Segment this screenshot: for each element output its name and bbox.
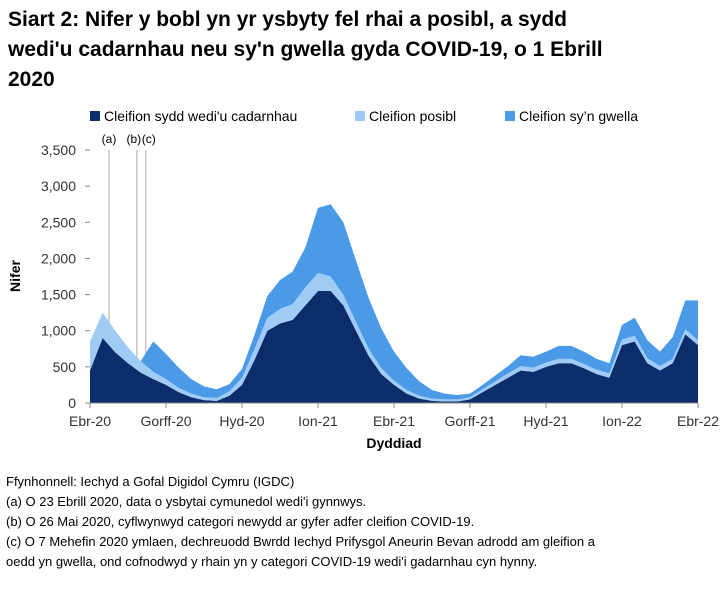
chart-title: wedi'u cadarnhau neu sy'n gwella gyda CO… [7, 38, 603, 61]
y-tick-label: 500 [53, 359, 77, 375]
x-tick-label: Gorff-20 [140, 413, 191, 429]
annotation: (b) [127, 132, 142, 146]
legend-swatch [505, 111, 515, 121]
x-tick-label: Ebr-21 [373, 413, 415, 429]
x-tick-label: Gorff-21 [444, 413, 495, 429]
footnote: Ffynhonnell: Iechyd a Gofal Digidol Cymr… [6, 474, 294, 489]
x-tick-label: Ion-22 [602, 413, 642, 429]
x-tick-label: Hyd-20 [219, 413, 264, 429]
annotation: (c) [142, 132, 156, 146]
x-tick-label: Ion-21 [298, 413, 338, 429]
y-axis-label: Nifer [7, 260, 23, 292]
x-axis-label: Dyddiad [366, 435, 421, 451]
y-tick-label: 2,500 [41, 214, 76, 230]
area [90, 290, 698, 403]
x-tick-label: Hyd-21 [523, 413, 568, 429]
legend-swatch [355, 111, 365, 121]
annotation: (a) [102, 132, 117, 146]
legend-label: Cleifion sy’n gwella [519, 108, 638, 124]
area [90, 204, 698, 400]
y-tick-label: 3,000 [41, 178, 76, 194]
y-tick-label: 1,000 [41, 323, 76, 339]
y-tick-label: 1,500 [41, 287, 76, 303]
legend-label: Cleifion posibl [369, 108, 456, 124]
chart-title: 2020 [8, 68, 55, 91]
legend-label: Cleifion sydd wedi'u cadarnhau [104, 108, 297, 124]
footnote: (a) O 23 Ebrill 2020, data o ysbytai cym… [6, 494, 366, 509]
legend-swatch [90, 111, 100, 121]
footnote: (b) O 26 Mai 2020, cyflwynwyd categori n… [6, 514, 474, 529]
footnote: oedd yn gwella, ond cofnodwyd y rhain yn… [6, 554, 537, 569]
x-tick-label: Ebr-20 [69, 413, 111, 429]
y-tick-label: 2,000 [41, 250, 76, 266]
y-tick-label: 0 [68, 395, 76, 411]
chart-title: Siart 2: Nifer y bobl yn yr ysbyty fel r… [8, 8, 567, 31]
footnote: (c) O 7 Mehefin 2020 ymlaen, dechreuodd … [6, 534, 596, 549]
x-tick-label: Ebr-22 [677, 413, 719, 429]
y-tick-label: 3,500 [41, 142, 76, 158]
